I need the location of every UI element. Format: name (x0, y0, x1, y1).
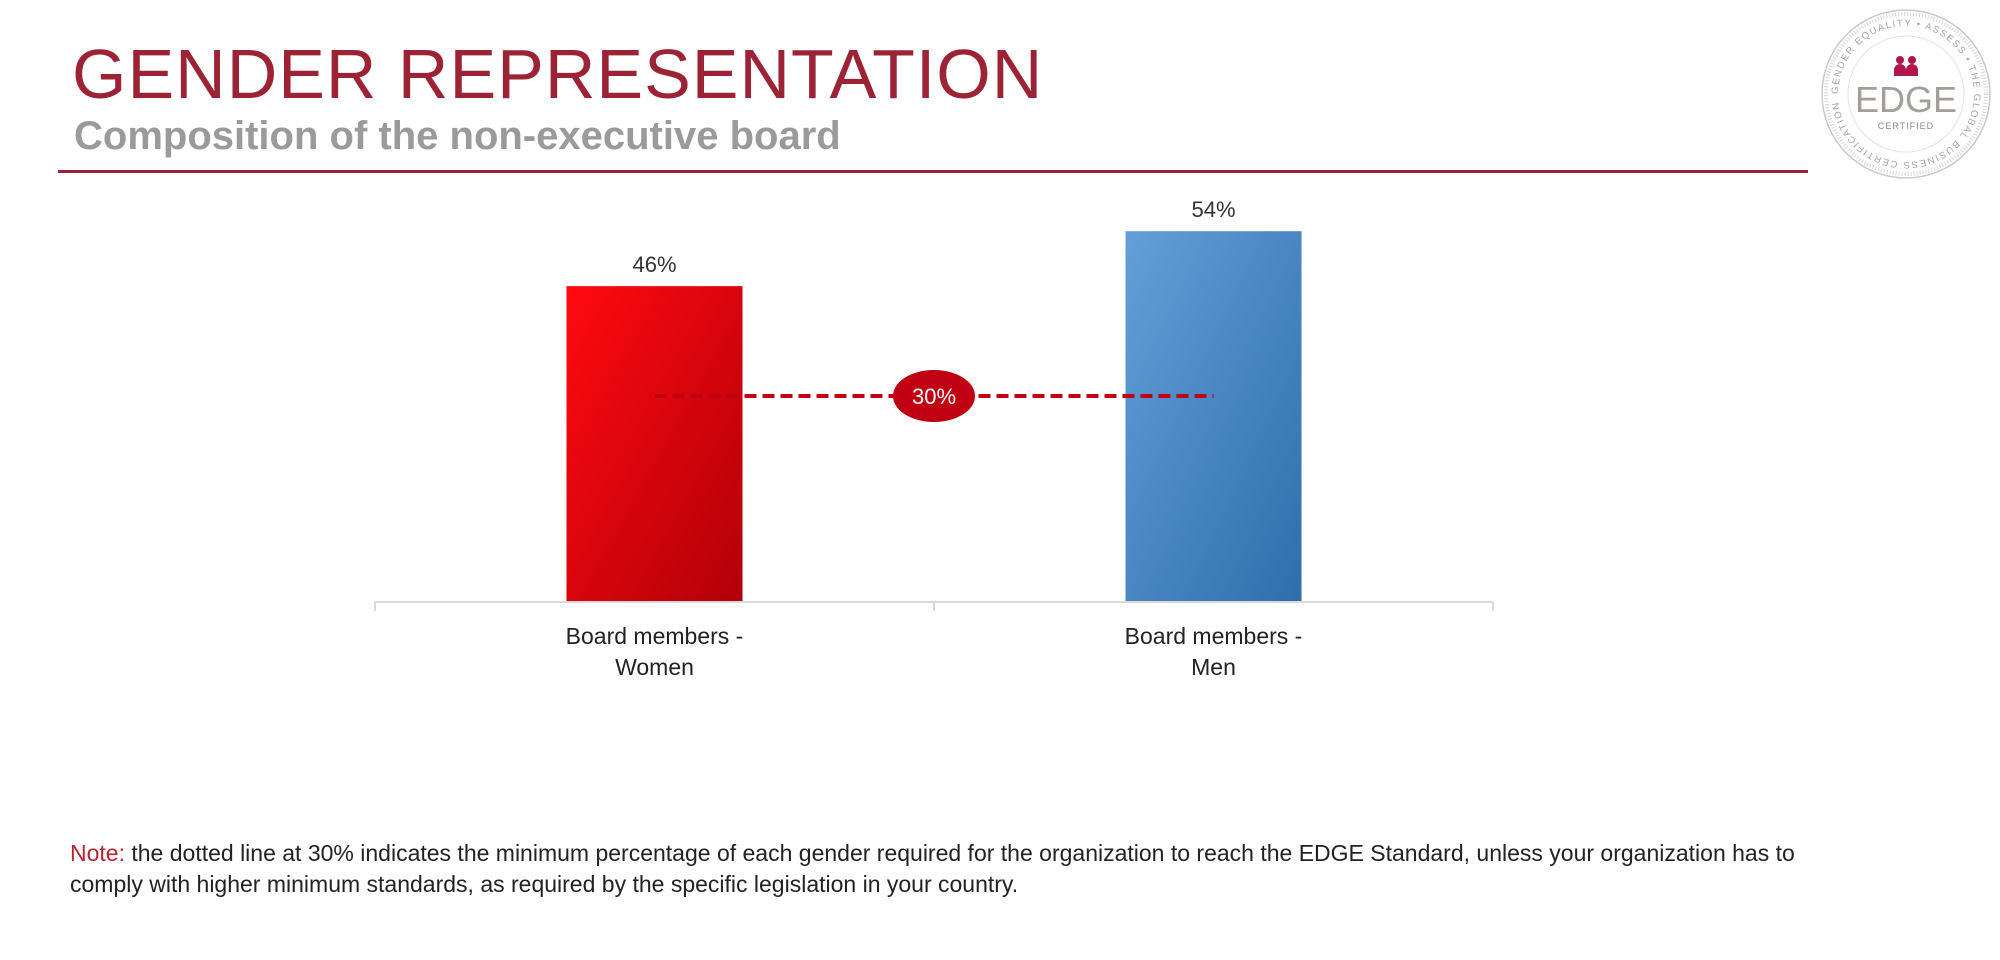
people-icon (1894, 56, 1918, 76)
category-label-1-line-1: Men (1191, 654, 1236, 680)
bar-1 (1125, 231, 1302, 602)
note-label: Note: (70, 840, 125, 866)
footnote: Note: the dotted line at 30% indicates t… (70, 838, 1810, 900)
seal-certified-label: CERTIFIED (1878, 121, 1934, 131)
page-title: GENDER REPRESENTATION (72, 35, 1044, 113)
data-label-0: 46% (632, 252, 676, 277)
header-divider (58, 170, 1808, 173)
category-label-0-line-0: Board members - (566, 623, 744, 649)
edge-certified-seal: GENDER EQUALITY • ASSESS • THE GLOBAL BU… (1820, 8, 1991, 179)
category-label-0-line-1: Women (615, 654, 694, 680)
threshold-label: 30% (912, 384, 956, 409)
page-subtitle: Composition of the non-executive board (74, 114, 841, 158)
bar-0 (566, 286, 743, 602)
category-label-1-line-0: Board members - (1125, 623, 1303, 649)
seal-wordmark: EDGE (1855, 79, 1957, 120)
note-text: the dotted line at 30% indicates the min… (70, 840, 1795, 897)
threshold-badge (893, 370, 975, 422)
bar-chart: 30% 46% Board members - Women 54% Board memb… (374, 197, 1494, 680)
data-label-1: 54% (1191, 197, 1235, 222)
